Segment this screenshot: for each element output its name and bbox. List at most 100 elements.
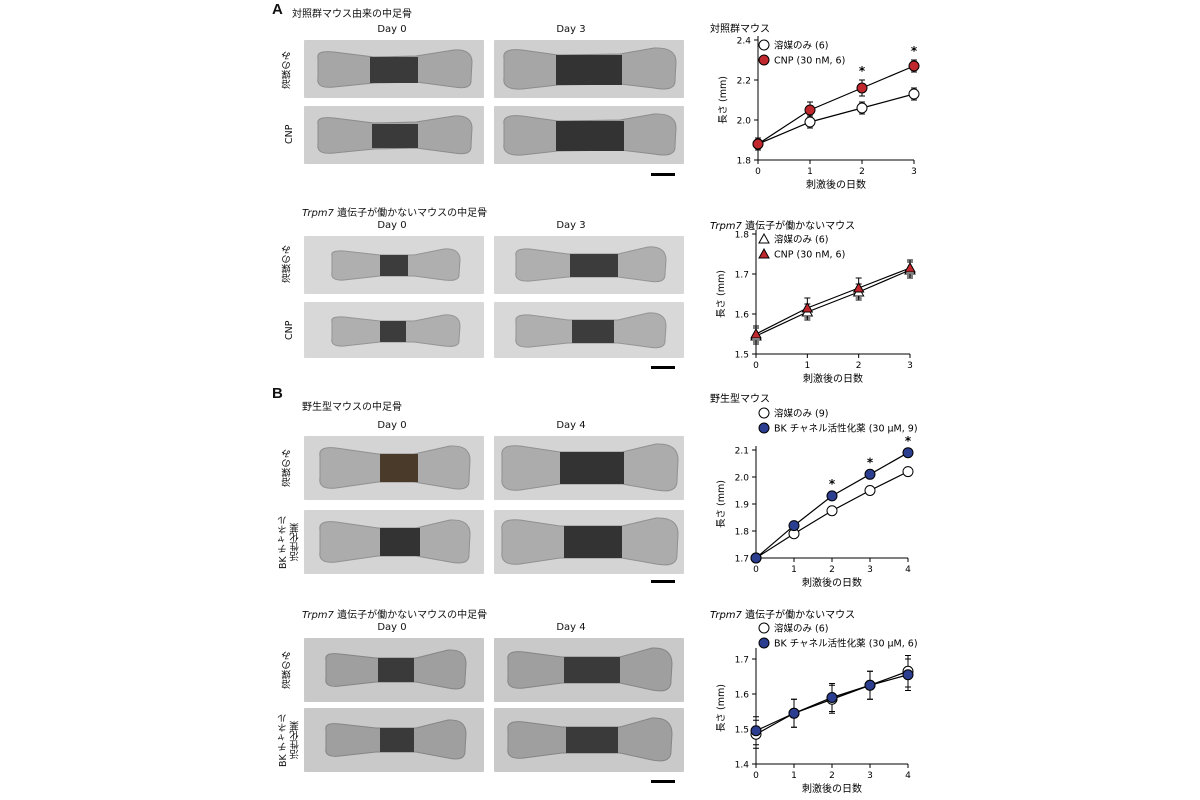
significance-asterisk: * <box>829 477 836 491</box>
y-axis-label: 長さ (mm) <box>716 480 727 528</box>
chart-title-text: 対照群マウス <box>710 22 770 35</box>
bone-micrograph <box>304 708 484 772</box>
data-point <box>852 281 865 293</box>
section-title-trpm7: Trpm7 遺伝子が働かないマウスの中足骨 <box>302 610 488 621</box>
y-axis-label: 長さ (mm) <box>716 270 727 318</box>
row-label-vehicle: 溶媒のみ <box>282 651 293 689</box>
legend-label: CNP (30 nM, 6) <box>774 250 845 261</box>
series-line <box>755 267 911 335</box>
data-point <box>908 60 920 72</box>
legend-label: 溶媒のみ (6) <box>774 623 828 635</box>
y-tick-label: 1.8 <box>735 231 750 241</box>
day-label: Day 0 <box>377 622 407 633</box>
chart-title: Trpm7 遺伝子が働かないマウス <box>710 219 855 232</box>
panel-letter-b: B <box>272 385 283 402</box>
significance-asterisk: * <box>867 456 874 470</box>
data-point <box>864 485 876 496</box>
x-tick-label: 0 <box>753 771 759 781</box>
bone-micrograph <box>494 638 684 702</box>
data-point <box>908 88 920 100</box>
data-point <box>826 490 838 502</box>
bone-micrograph <box>494 708 684 772</box>
series-line <box>757 93 915 145</box>
x-tick-label: 0 <box>755 167 761 177</box>
x-tick-label: 1 <box>807 167 813 177</box>
bone-micrograph <box>304 106 484 164</box>
scale-bar <box>651 366 675 369</box>
day-label: Day 4 <box>556 420 586 431</box>
x-tick-label: 4 <box>905 771 911 781</box>
x-axis-label: 刺激後の日数 <box>802 576 862 589</box>
chart-title: 対照群マウス <box>710 22 770 35</box>
y-tick-label: 1.6 <box>735 691 750 701</box>
scale-bar <box>651 580 675 583</box>
y-tick-label: 1.7 <box>735 656 749 666</box>
x-axis-label: 刺激後の日数 <box>802 782 862 795</box>
y-tick-label: 2.0 <box>735 474 750 484</box>
data-point <box>804 116 816 128</box>
row-label-treatment: CNP <box>284 320 295 340</box>
bone-micrograph <box>494 236 684 294</box>
chart-title-italic: Trpm7 <box>710 610 743 621</box>
x-tick-label: 0 <box>753 361 759 371</box>
legend-label: 溶媒のみ (6) <box>774 234 828 246</box>
scale-bar <box>651 173 675 176</box>
y-tick-label: 1.7 <box>735 271 749 281</box>
bone-micrograph <box>304 436 484 500</box>
chart-trpm7-bk: Trpm7 遺伝子が働かないマウス 1.4 1.5 1.6 1.7 0 1 2 3 4 刺激後の日数… <box>710 608 918 795</box>
y-tick-label: 1.8 <box>737 157 752 167</box>
bone-micrograph <box>494 436 684 500</box>
day-label: Day 0 <box>377 420 407 431</box>
x-axis-label: 刺激後の日数 <box>806 178 866 191</box>
data-point <box>902 669 914 681</box>
legend-marker <box>758 637 770 649</box>
legend-marker <box>758 622 770 634</box>
data-point <box>826 505 838 517</box>
x-tick-label: 0 <box>753 565 759 575</box>
section-title-control: 対照群マウス由来の中足骨 <box>292 9 412 20</box>
legend-label: BK チャネル活性化薬 (30 µM, 9) <box>774 423 918 435</box>
data-point <box>788 707 800 719</box>
legend-marker <box>758 422 770 434</box>
data-point <box>856 82 868 94</box>
bone-micrograph <box>494 106 684 164</box>
bone-micrograph <box>304 510 484 574</box>
y-tick-label: 2.4 <box>737 37 752 47</box>
bone-micrograph <box>494 510 684 574</box>
x-tick-label: 1 <box>791 565 797 575</box>
data-point <box>752 138 764 150</box>
chart-title-text: 遺伝子が働かないマウス <box>742 219 855 232</box>
x-tick-label: 1 <box>804 361 810 371</box>
chart-title-text: 野生型マウス <box>710 392 770 405</box>
legend-label: 溶媒のみ (9) <box>774 408 828 420</box>
data-point <box>788 520 800 532</box>
y-axis-label: 長さ (mm) <box>718 76 729 124</box>
y-tick-label: 1.5 <box>735 351 749 361</box>
bone-micrograph <box>494 302 684 358</box>
legend-marker <box>758 39 770 51</box>
x-tick-label: 2 <box>859 167 865 177</box>
data-point <box>864 468 876 480</box>
row-label-vehicle: 溶媒のみ <box>282 449 293 487</box>
series-line <box>757 65 915 145</box>
data-point <box>826 692 838 703</box>
data-point <box>801 301 814 313</box>
data-point <box>856 102 868 114</box>
x-tick-label: 3 <box>911 167 917 177</box>
chart-trpm7-cnp: Trpm7 遺伝子が働かないマウス 1.5 1.6 1.7 1.8 0 1 2 3 刺激後の日数 長… <box>710 219 916 385</box>
data-point <box>750 725 762 737</box>
legend-label: 溶媒のみ (6) <box>774 40 828 52</box>
data-point <box>804 104 816 116</box>
chart-wildtype-bk: 野生型マウス 1.7 1.8 1.9 2.0 2.1 0 1 2 3 4 刺激後の日数 長さ (mm) *… <box>710 392 918 589</box>
data-point <box>750 327 762 339</box>
day-label: Day 3 <box>556 24 586 35</box>
row-label-vehicle: 溶媒のみ <box>282 245 293 283</box>
day-label: Day 3 <box>556 220 586 231</box>
y-tick-label: 1.8 <box>735 528 750 538</box>
y-tick-label: 1.7 <box>735 555 749 565</box>
data-point <box>902 466 914 478</box>
data-point <box>902 447 914 459</box>
day-label: Day 4 <box>556 622 586 633</box>
row-label-treatment: CNP <box>284 124 295 144</box>
bone-micrograph <box>304 40 484 98</box>
